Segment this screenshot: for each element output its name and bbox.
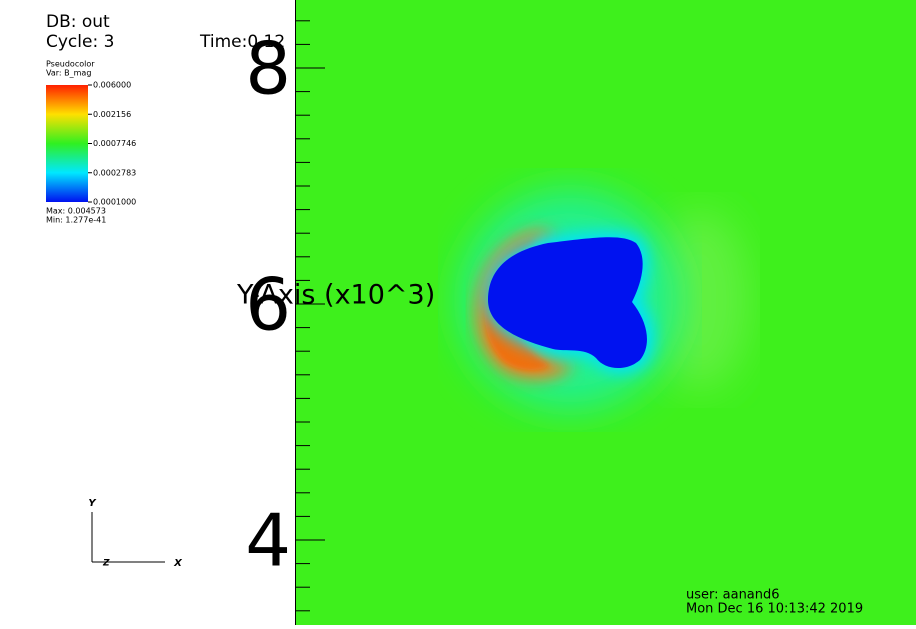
y-axis-ticks — [296, 20, 325, 612]
color-bar-labels: 0.006000 0.002156 0.0007746 0.0002783 0.0001… — [88, 81, 136, 207]
axis-title: Y-Axis (x10^3) — [236, 280, 435, 311]
y-tick-label: 4 — [245, 499, 291, 583]
field — [296, 0, 916, 625]
plot-name: Pseudocolor — [46, 60, 95, 69]
color-bar — [46, 85, 88, 202]
color-bar-label: 0.0007746 — [93, 139, 136, 148]
color-bar-label: 0.006000 — [93, 81, 131, 90]
min-label: Min: 1.277e-41 — [46, 216, 106, 225]
color-bar-label: 0.0001000 — [93, 198, 136, 207]
cycle-label: Cycle: 3 — [46, 32, 114, 52]
color-bar-label: 0.002156 — [93, 110, 131, 119]
y-tick-labels: 8 6 4 — [245, 27, 291, 583]
db-label: DB: out — [46, 12, 110, 32]
cavity — [488, 237, 647, 369]
max-label: Max: 0.004573 — [46, 207, 106, 216]
triad-z-label: Z — [102, 559, 110, 569]
time-label: Time:0.12 — [199, 32, 285, 52]
wake — [650, 210, 750, 390]
y-tick-label: 8 — [245, 27, 291, 111]
user-label: user: aanand6 — [686, 588, 780, 603]
y-tick-label: 6 — [245, 263, 291, 347]
var-name: Var: B_mag — [46, 69, 91, 78]
triad-x-label: X — [173, 558, 183, 569]
triad-y-label: Y — [88, 498, 97, 509]
date-label: Mon Dec 16 10:13:42 2019 — [686, 602, 863, 617]
color-bar-label: 0.0002783 — [93, 168, 136, 177]
